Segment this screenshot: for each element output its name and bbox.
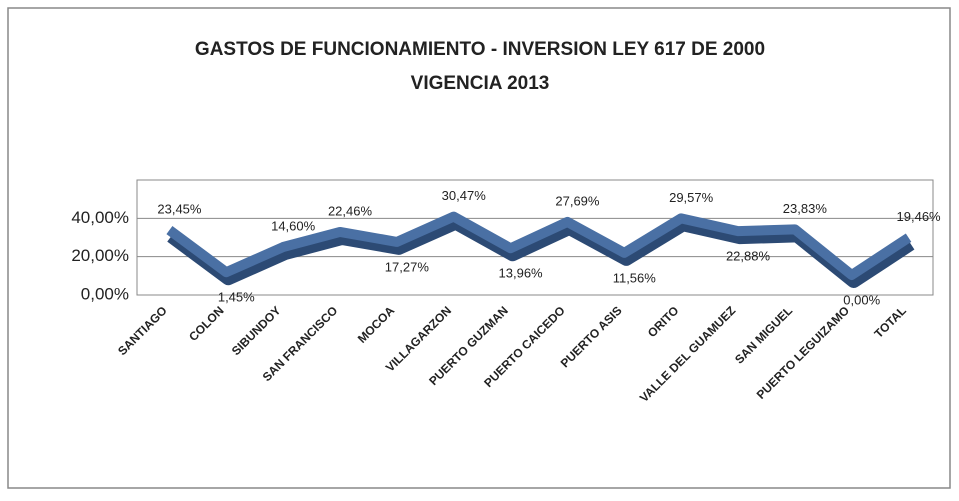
chart-border: [7, 7, 951, 489]
data-label: 23,83%: [783, 201, 828, 216]
line: [166, 211, 912, 280]
data-label: 29,57%: [669, 190, 714, 205]
data-label: 0,00%: [843, 292, 880, 307]
data-label: 22,88%: [726, 249, 771, 264]
chart-title: GASTOS DE FUNCIONAMIENTO - INVERSION LEY…: [195, 39, 765, 60]
y-tick-label: 0,00%: [81, 284, 129, 303]
data-label: 22,46%: [328, 203, 373, 218]
data-label: 19,46%: [897, 209, 942, 224]
y-tick-label: 20,00%: [71, 246, 129, 265]
data-label: 17,27%: [385, 259, 430, 274]
data-label: 27,69%: [555, 193, 600, 208]
line-shadow: [167, 215, 915, 288]
data-label: 30,47%: [442, 188, 487, 203]
data-label: 23,45%: [157, 201, 202, 216]
chart-subtitle: VIGENCIA 2013: [411, 73, 550, 94]
data-label: 13,96%: [499, 266, 544, 281]
data-label: 14,60%: [271, 218, 316, 233]
data-label: 11,56%: [613, 270, 657, 285]
data-label: 1,45%: [218, 290, 255, 305]
y-tick-label: 40,00%: [71, 208, 129, 227]
